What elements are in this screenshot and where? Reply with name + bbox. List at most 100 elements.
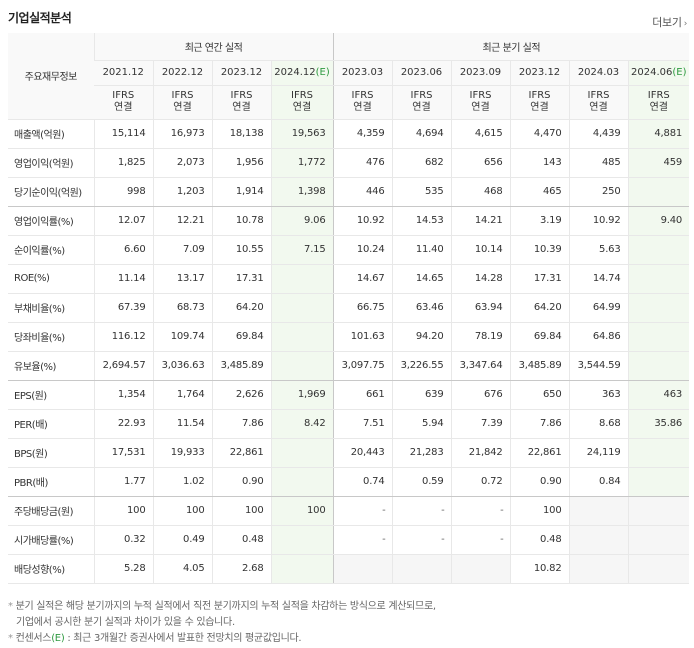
table-cell: 7.39 [450,409,510,439]
table-row: PBR(배) 1.77 1.02 0.90 0.74 0.59 0.72 0.90 0.84 [8,467,690,497]
ifrs-label: IFRS 연결 [94,85,153,120]
table-cell: - [332,496,392,526]
table-cell: 10.55 [211,235,271,265]
section-title: 기업실적분석 [8,11,72,25]
row-label: 당기순이익(억원) [8,177,94,207]
table-cell: 22.93 [93,409,153,439]
row-label: 당좌비율(%) [8,322,94,352]
table-row: 순이익률(%) 6.60 7.09 10.55 7.15 10.24 11.40 10.14 1… [8,235,690,265]
period-header: 2023.12 [509,60,569,86]
table-cell: 10.39 [509,235,569,265]
table-cell: 363 [568,380,628,410]
table-cell: 13.17 [152,264,212,294]
table-cell: 1,825 [93,148,153,178]
table-cell: 68.73 [152,293,212,323]
table-cell: 1,398 [270,177,333,207]
ifrs-label: IFRS 연결 [568,85,628,120]
table-cell: 14.65 [391,264,451,294]
row-label: ROE(%) [8,264,94,294]
table-cell [270,293,333,323]
table-cell: 5.94 [391,409,451,439]
period-header: 2024.03 [568,60,628,86]
table-cell: 14.21 [450,206,510,236]
table-cell [627,554,690,584]
table-cell: 1,969 [270,380,333,410]
row-label: 영업이익률(%) [8,206,94,236]
ifrs-label: IFRS 연결 [332,85,392,120]
table-cell: 109.74 [152,322,212,352]
row-label: 시가배당률(%) [8,525,94,555]
table-cell: 11.54 [152,409,212,439]
footnotes: * 분기 실적은 해당 분기까지의 누적 실적에서 직전 분기까지의 누적 실적… [8,599,436,647]
row-label: BPS(원) [8,438,94,468]
table-row: ROE(%) 11.14 13.17 17.31 14.67 14.65 14.28 17.3… [8,264,690,294]
table-row: EPS(원) 1,354 1,764 2,626 1,969 661 639 676 650 36… [8,380,690,410]
row-label: 유보율(%) [8,351,94,381]
table-cell: 22,861 [509,438,569,468]
table-cell: 0.74 [332,467,392,497]
table-cell: 17,531 [93,438,153,468]
table-row: PER(배) 22.93 11.54 7.86 8.42 7.51 5.94 7.39 7.86… [8,409,690,439]
table-cell [332,554,392,584]
table-cell: 101.63 [332,322,392,352]
table-cell: - [391,496,451,526]
table-cell: 9.40 [627,206,690,236]
table-cell: 0.49 [152,525,212,555]
ifrs-label: IFRS 연결 [509,85,569,120]
table-cell: 100 [270,496,333,526]
table-cell: 0.84 [568,467,628,497]
more-link[interactable]: 더보기 › [652,14,687,30]
table-cell: 64.99 [568,293,628,323]
table-cell [270,438,333,468]
table-cell: 468 [450,177,510,207]
table-cell: 100 [211,496,271,526]
table-cell: 6.60 [93,235,153,265]
table-row: 매출액(억원) 15,114 16,973 18,138 19,563 4,359 4,69… [8,119,690,149]
table-cell: 4,881 [627,119,690,149]
table-cell: 15,114 [93,119,153,149]
table-cell: 0.48 [509,525,569,555]
annual-group-header: 최근 연간 실적 [93,33,333,61]
table-cell: 3,544.59 [568,351,628,381]
table-cell: 476 [332,148,392,178]
table-cell: 100 [152,496,212,526]
period-header: 2024.06(E) [627,60,690,86]
table-cell [627,467,690,497]
table-cell: 0.90 [509,467,569,497]
table-cell: 1,203 [152,177,212,207]
table-cell: 10.82 [509,554,569,584]
table-cell: 0.32 [93,525,153,555]
ifrs-label: IFRS 연결 [211,85,271,120]
table-cell: 3,485.89 [509,351,569,381]
table-cell: 18,138 [211,119,271,149]
table-cell: 7.86 [509,409,569,439]
table-cell: 69.84 [509,322,569,352]
table-cell: - [450,496,510,526]
table-cell [627,496,690,526]
table-cell: 639 [391,380,451,410]
table-cell: 8.68 [568,409,628,439]
chevron-right-icon: › [683,19,688,29]
table-cell: 35.86 [627,409,690,439]
table-cell [627,177,690,207]
table-cell: 10.14 [450,235,510,265]
table-cell: 485 [568,148,628,178]
table-cell: 21,842 [450,438,510,468]
table-cell: 143 [509,148,569,178]
ifrs-label: IFRS 연결 [270,85,333,120]
table-cell [627,351,690,381]
table-cell: 17.31 [211,264,271,294]
table-cell: 10.78 [211,206,271,236]
table-cell: 2,694.57 [93,351,153,381]
table-cell: 14.53 [391,206,451,236]
table-cell: 11.14 [93,264,153,294]
table-cell: 19,933 [152,438,212,468]
table-cell: 63.46 [391,293,451,323]
table-cell: 1,914 [211,177,271,207]
table-cell: 1,764 [152,380,212,410]
table-cell: 10.92 [332,206,392,236]
row-label: 영업이익(억원) [8,148,94,178]
table-cell: 4,615 [450,119,510,149]
row-label: 매출액(억원) [8,119,94,149]
table-cell: 17.31 [509,264,569,294]
